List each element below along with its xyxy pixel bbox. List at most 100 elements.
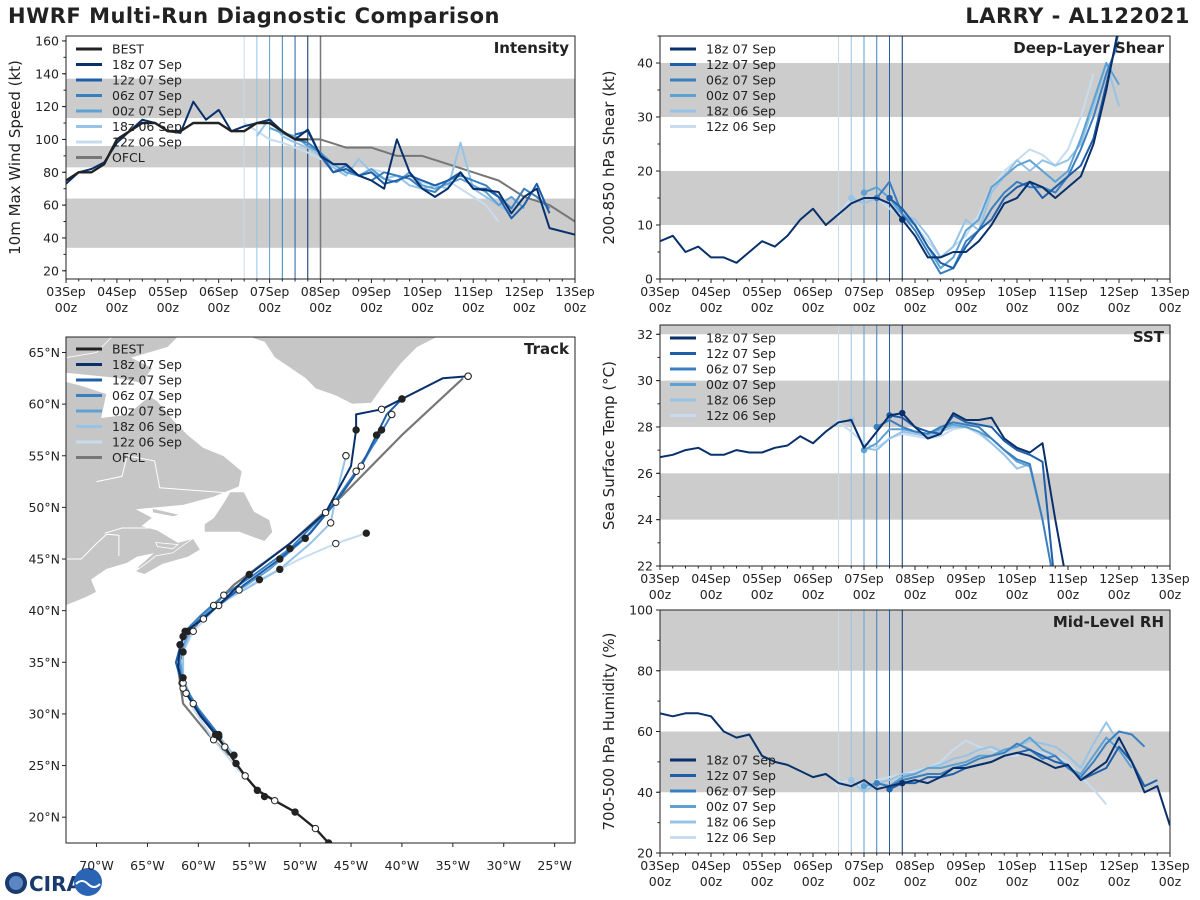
shear-legend-label: 12z 06 Sep: [706, 119, 776, 134]
track-frame: [65, 336, 576, 844]
rh-ytick-label: 80: [637, 663, 653, 678]
rh-ytick-label: 60: [637, 724, 653, 739]
province-border-1: [104, 527, 158, 534]
rh-series-2: [876, 730, 1146, 788]
shear-xtick-label: 03Sep 00z: [640, 284, 680, 315]
intensity-xtick-label: 03Sep 00z: [46, 284, 86, 315]
track-ytick-label: 25°N: [28, 758, 60, 773]
sst-init-dot-3: [860, 446, 868, 454]
sst-legend-label: 12z 06 Sep: [706, 408, 776, 423]
track-legend-label: 00z 07 Sep: [112, 404, 182, 419]
anticosti-land: [152, 507, 182, 518]
shear-ytick-label: 40: [637, 56, 653, 71]
track-best-marker: [241, 772, 249, 780]
sst-xtick-label: 08Sep 00z: [895, 571, 935, 602]
shear-legend-label: 12z 07 Sep: [706, 57, 776, 72]
shear-init-dot-3: [860, 189, 868, 196]
rh-xtick-label: 05Sep 00z: [742, 858, 782, 889]
intensity-xtick-label: 07Sep 00z: [250, 284, 290, 315]
page-title: HWRF Multi-Run Diagnostic Comparison: [8, 4, 501, 28]
rh-init-dot-0: [899, 779, 906, 787]
track-marker-3: [235, 586, 243, 594]
pei-land: [154, 542, 180, 550]
track-ytick-label: 50°N: [28, 500, 60, 515]
rh-series-3: [863, 736, 1133, 788]
sst-legend-label: 12z 07 Sep: [706, 346, 776, 361]
sst-xtick-label: 07Sep 00z: [844, 571, 884, 602]
track-marker-5: [255, 575, 264, 584]
intensity-panel: 20 40 60 80 100 120 140 160 03Sep 00z 04Sep 00z 05Se…: [6, 33, 595, 315]
track-best-marker: [311, 824, 320, 833]
rh-legend-label: 12z 06 Sep: [706, 830, 776, 845]
shear-xtick-label: 06Sep 00z: [793, 284, 833, 315]
sst-band-2: [660, 325, 1170, 335]
track-ytick-label: 55°N: [28, 448, 60, 463]
sst-band-0: [660, 473, 1170, 520]
track-marker-5: [189, 627, 197, 636]
intensity-best-line: [66, 121, 308, 182]
track-xtick-label: 70°W: [79, 858, 114, 873]
rh-legend-label: 00z 07 Sep: [706, 799, 776, 814]
shear-band-1: [660, 63, 1170, 117]
shear-init-dot-1: [886, 194, 893, 202]
intensity-xtick-label: 11Sep 00z: [453, 284, 493, 315]
sst-legend-label: 18z 06 Sep: [706, 393, 776, 408]
sst-band-1: [660, 380, 1170, 427]
intensity-series-group: [66, 100, 575, 236]
sst-ytick-label: 24: [637, 512, 653, 527]
shear-legend-label: 00z 07 Sep: [706, 88, 776, 103]
intensity-xtick-label: 09Sep 00z: [352, 284, 392, 315]
track-marker-2: [388, 410, 396, 419]
rh-xtick-label: 11Sep 00z: [1048, 858, 1088, 889]
track-marker-2: [220, 591, 228, 599]
shear-series-5: [837, 73, 1095, 259]
rh-xtick-label: 10Sep 00z: [997, 858, 1037, 889]
track-ytick-label: 60°N: [28, 397, 60, 412]
rh-series-5: [838, 739, 1108, 806]
track-best-marker: [221, 743, 229, 751]
nova-scotia-land: [134, 537, 201, 575]
track-xtick-label: 25°W: [537, 858, 572, 873]
track-marker-2: [286, 544, 294, 553]
track-ytick-label: 40°N: [28, 603, 60, 618]
shear-ytick-label: 30: [637, 110, 653, 125]
province-border-0: [66, 533, 120, 560]
intensity-xtick-label: 13Sep 00z: [555, 284, 595, 315]
province-border-2: [96, 455, 228, 494]
sst-xtick-label: 06Sep 00z: [793, 571, 833, 602]
track-xtick-label: 55°W: [232, 858, 267, 873]
track-legend-label: OFCL: [112, 450, 145, 465]
track-marker-2: [352, 467, 360, 475]
intensity-ytick-label: 160: [35, 33, 59, 48]
sst-xtick-label: 10Sep 00z: [997, 571, 1037, 602]
intensity-ytick-label: 80: [43, 165, 59, 180]
intensity-xtick-label: 04Sep 00z: [97, 284, 137, 315]
track-ytick-label: 65°N: [28, 345, 60, 360]
track-xtick-label: 45°W: [334, 858, 369, 873]
sst-xtick-label: 03Sep 00z: [640, 571, 680, 602]
track-best-marker: [253, 786, 262, 795]
intensity-ytick-label: 120: [35, 99, 59, 114]
track-marker-1: [332, 498, 340, 506]
sst-legend-label: 00z 07 Sep: [706, 377, 776, 392]
track-marker-5: [260, 792, 269, 801]
shear-xtick-label: 13Sep 00z: [1150, 284, 1190, 315]
shear-xtick-label: 05Sep 00z: [742, 284, 782, 315]
sst-panel: 22 24 26 28 30 32 03Sep 00z 04Sep 00z 05Sep 00z 06Se…: [600, 324, 1190, 602]
shear-init-dot-0: [899, 216, 906, 223]
rh-init-dot-4: [848, 776, 855, 784]
sst-init-dot-0: [899, 409, 906, 417]
shear-ylabel: 200-850 hPa Shear (kt): [600, 71, 618, 245]
track-marker-4: [326, 519, 335, 527]
shear-xtick-label: 12Sep 00z: [1099, 284, 1139, 315]
rh-xtick-label: 03Sep 00z: [640, 858, 680, 889]
intensity-series-1: [294, 130, 551, 220]
sst-ytick-label: 30: [637, 373, 653, 388]
track-best-marker: [211, 730, 220, 739]
intensity-legend-label: 18z 07 Sep: [112, 57, 182, 72]
sst-xtick-label: 05Sep 00z: [742, 571, 782, 602]
track-xtick-label: 40°W: [385, 858, 420, 873]
sst-xtick-label: 04Sep 00z: [691, 571, 731, 602]
shear-series-0: [660, 36, 1118, 264]
